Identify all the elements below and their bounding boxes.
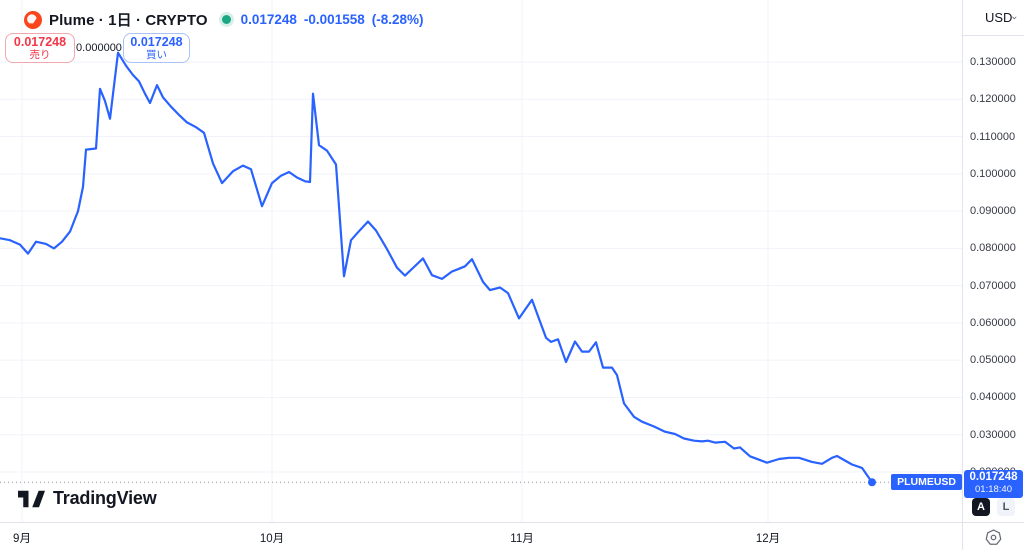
price-tick-label: 0.100000 xyxy=(970,167,1016,180)
last-price-value: 0.017248 xyxy=(240,12,297,27)
price-tick-label: 0.130000 xyxy=(970,56,1016,68)
last-point-marker xyxy=(868,478,876,487)
price-tick-label: 0.090000 xyxy=(970,205,1016,218)
axis-settings-button[interactable] xyxy=(962,523,1024,550)
time-axis-label: 10月 xyxy=(259,533,285,545)
quote-values: 0.017248 -0.001558 (-8.28%) xyxy=(241,12,424,27)
last-price-badge: 0.017248 01:18:40 xyxy=(964,470,1023,498)
price-tick-label: 0.030000 xyxy=(970,428,1016,441)
symbol-title[interactable]: Plume · 1日 · CRYPTO xyxy=(49,12,208,29)
chart-header: Plume · 1日 · CRYPTO 0.017248 -0.001558 (… xyxy=(24,9,424,30)
price-axis-divider xyxy=(962,0,963,550)
series-name-badge: PLUMEUSD xyxy=(891,474,962,491)
price-tick-label: 0.110000 xyxy=(970,130,1016,143)
sell-price: 0.017248 xyxy=(13,34,67,49)
chevron-down-icon xyxy=(1012,16,1017,19)
auto-scale-toggle[interactable]: A xyxy=(972,498,990,516)
time-axis-label: 12月 xyxy=(755,533,781,545)
tradingview-watermark[interactable]: TradingView xyxy=(18,488,157,509)
gear-icon xyxy=(985,528,1001,545)
price-tick-label: 0.120000 xyxy=(970,93,1016,106)
market-status-dot-icon[interactable] xyxy=(221,15,231,24)
price-tick-label: 0.040000 xyxy=(970,391,1016,404)
time-axis-label: 9月 xyxy=(13,533,31,545)
time-axis-label: 11月 xyxy=(510,533,534,545)
price-tick-label: 0.050000 xyxy=(970,354,1016,367)
price-tick-label: 0.060000 xyxy=(970,316,1016,329)
watermark-text: TradingView xyxy=(53,488,157,508)
sell-label: 売り xyxy=(29,49,51,62)
currency-label: USD xyxy=(985,10,1013,25)
tradingview-logo-icon xyxy=(18,490,45,507)
scale-toggles: A L xyxy=(963,498,1024,516)
price-tick-label: 0.080000 xyxy=(970,242,1016,255)
buy-price: 0.017248 xyxy=(130,34,183,49)
currency-selector[interactable]: USD xyxy=(963,0,1024,36)
bar-countdown: 01:18:40 xyxy=(975,484,1012,496)
price-tick-label: 0.070000 xyxy=(970,279,1016,292)
time-axis[interactable]: 9月 10月 11月 12月 xyxy=(0,522,1024,550)
log-scale-toggle[interactable]: L xyxy=(997,498,1015,516)
price-axis[interactable]: USD 0.130000 0.120000 0.110000 0.100000 0.09… xyxy=(963,0,1024,522)
price-change-value: -0.001558 xyxy=(303,12,365,27)
price-line-series xyxy=(0,51,874,484)
last-price-badge-value: 0.017248 xyxy=(969,471,1018,484)
price-chart-plot[interactable] xyxy=(0,0,962,522)
spread-value: 0.000000 xyxy=(76,42,122,54)
buy-label: 買い xyxy=(146,49,167,62)
plume-logo-icon xyxy=(24,10,42,29)
sell-button[interactable]: 0.017248 売り xyxy=(5,33,75,63)
buy-button[interactable]: 0.017248 買い xyxy=(123,33,190,63)
price-change-percent: (-8.28%) xyxy=(371,12,424,27)
